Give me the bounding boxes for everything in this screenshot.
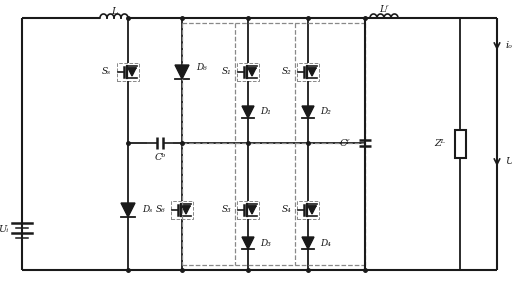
Text: S₁: S₁ — [221, 67, 231, 77]
Text: Lᶠ: Lᶠ — [379, 5, 389, 15]
Polygon shape — [242, 106, 254, 118]
Text: Sₛ: Sₛ — [102, 67, 111, 77]
Bar — [455, 130, 465, 158]
Text: S₂: S₂ — [281, 67, 291, 77]
Text: Uᵢ: Uᵢ — [0, 226, 8, 234]
Bar — [117, 63, 139, 81]
Text: Cᵇ: Cᵇ — [154, 152, 166, 162]
Text: Uₒ: Uₒ — [505, 156, 512, 166]
Text: D₃: D₃ — [260, 238, 271, 247]
Bar — [237, 201, 259, 219]
Polygon shape — [128, 68, 136, 76]
Text: S₃: S₃ — [221, 205, 231, 214]
Polygon shape — [248, 206, 256, 214]
Polygon shape — [308, 68, 316, 76]
Text: S₄: S₄ — [281, 205, 291, 214]
Text: S₆: S₆ — [155, 205, 165, 214]
Polygon shape — [175, 65, 189, 79]
Text: D₂: D₂ — [320, 108, 331, 117]
Bar — [237, 63, 259, 81]
Text: Zᴸ: Zᴸ — [434, 139, 445, 148]
Polygon shape — [242, 237, 254, 249]
Polygon shape — [248, 68, 256, 76]
Bar — [297, 201, 319, 219]
Text: Dₛ: Dₛ — [142, 205, 152, 214]
Bar — [297, 63, 319, 81]
Text: D₁: D₁ — [260, 108, 271, 117]
Polygon shape — [302, 106, 314, 118]
Text: Cᶠ: Cᶠ — [339, 139, 349, 148]
Bar — [171, 201, 193, 219]
Polygon shape — [121, 203, 135, 217]
Polygon shape — [182, 206, 190, 214]
Text: D₄: D₄ — [320, 238, 331, 247]
Text: L: L — [111, 7, 117, 15]
Polygon shape — [302, 237, 314, 249]
Text: iₒ: iₒ — [505, 42, 512, 51]
Polygon shape — [308, 206, 316, 214]
Text: D₆: D₆ — [196, 63, 207, 73]
